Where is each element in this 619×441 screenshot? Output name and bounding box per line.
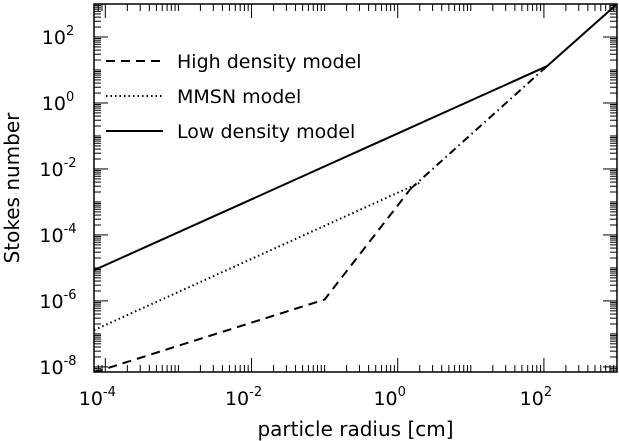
- legend: High density model MMSN model Low density …: [106, 51, 362, 143]
- plot-frame: [93, 3, 618, 373]
- x-tick-label: 10-4: [79, 385, 116, 410]
- x-axis-title: particle radius [cm]: [257, 417, 453, 441]
- series-line-low-density-model: [94, 4, 617, 272]
- y-axis-title: Stokes number: [0, 112, 24, 264]
- x-tick-label: 100: [373, 385, 405, 410]
- ticks-layer: [93, 3, 618, 373]
- legend-label: Low density model: [177, 121, 355, 143]
- legend-label: MMSN model: [177, 86, 301, 108]
- y-tick-label: 10-6: [39, 288, 76, 313]
- series-line-high-density-model: [94, 188, 412, 372]
- x-tick-label: 102: [520, 385, 552, 410]
- legend-label: High density model: [177, 51, 362, 73]
- y-tick-label: 10-2: [39, 156, 76, 181]
- series-line-transition-3: [409, 65, 548, 190]
- x-tick-label: 10-2: [225, 385, 262, 410]
- tick-labels-layer: 10-4 10-2 100 102 10-8 10-6 10-4 10-2 100 102: [39, 24, 552, 410]
- y-tick-label: 102: [42, 24, 74, 49]
- y-tick-label: 10-4: [39, 222, 76, 247]
- series-line-mmsn-model: [94, 181, 422, 332]
- y-tick-label: 100: [42, 90, 74, 115]
- series-layer: [94, 4, 617, 372]
- y-tick-label: 10-8: [39, 354, 76, 379]
